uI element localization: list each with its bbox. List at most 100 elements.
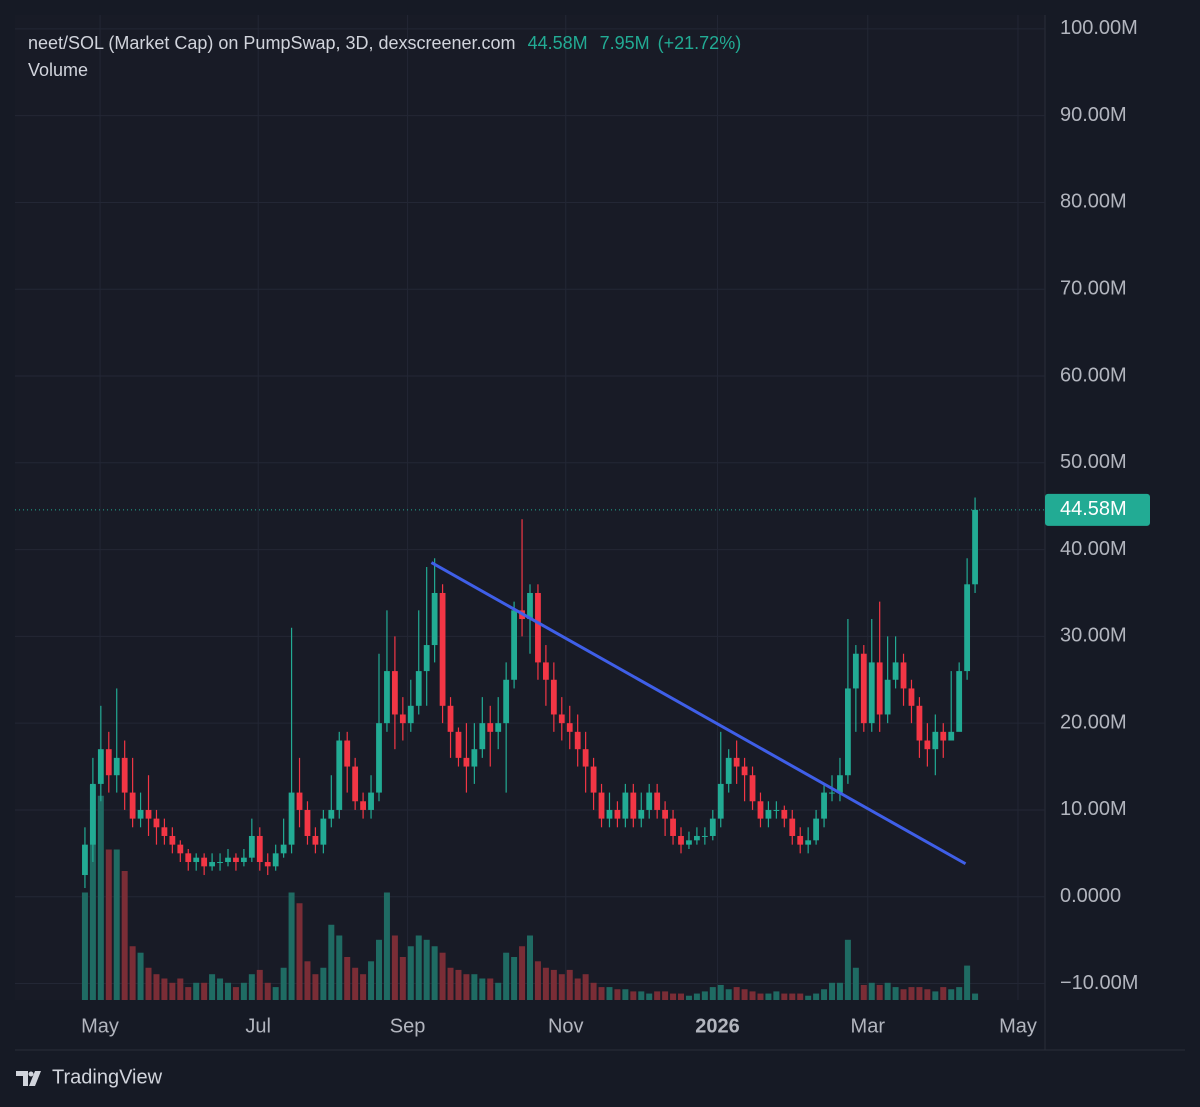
candle-body xyxy=(527,592,533,620)
y-tick-label: 100.00M xyxy=(1060,17,1138,39)
candle-body xyxy=(89,783,96,845)
logo-icon xyxy=(28,1071,34,1077)
volume-bar xyxy=(797,993,804,1000)
candle-body xyxy=(376,723,382,793)
header-value: (+21.72%) xyxy=(658,33,742,53)
volume-bar xyxy=(399,957,406,1000)
plot-layer xyxy=(15,15,1045,1000)
volume-bar xyxy=(829,982,836,1000)
volume-bar xyxy=(145,967,152,1000)
y-tick-label: 20.00M xyxy=(1060,711,1127,733)
candle-body xyxy=(900,662,907,689)
x-tick-label: May xyxy=(999,1015,1037,1037)
candle-body xyxy=(535,592,541,663)
volume-bar xyxy=(550,969,557,1000)
candle-body xyxy=(582,749,589,767)
candle-body xyxy=(765,809,772,819)
volume-bar xyxy=(908,987,915,1000)
volume-bar xyxy=(534,961,541,1000)
volume-bar xyxy=(495,982,502,1000)
x-tick-label: 2026 xyxy=(695,1015,740,1037)
candle-body xyxy=(344,740,351,767)
candle-body xyxy=(495,723,502,732)
candle-body xyxy=(145,809,152,819)
candle-body xyxy=(749,775,756,802)
candle-body xyxy=(598,792,605,819)
volume-bar xyxy=(662,991,669,1000)
candle-body xyxy=(892,662,899,680)
candle-body xyxy=(908,688,915,706)
candle-body xyxy=(868,662,875,724)
candle-body xyxy=(614,809,621,819)
volume-bar xyxy=(693,993,700,1000)
candle-body xyxy=(638,809,645,819)
volume-bar xyxy=(248,974,255,1000)
volume-bar xyxy=(328,924,335,1000)
candle-body xyxy=(717,783,724,819)
volume-bar xyxy=(177,978,184,1000)
header-value: 44.58M xyxy=(528,33,588,53)
volume-bar xyxy=(956,987,963,1000)
candle-body xyxy=(701,835,708,837)
volume-bar xyxy=(932,991,939,1000)
volume-bar xyxy=(972,993,979,1000)
candle-body xyxy=(670,818,676,836)
volume-bar xyxy=(431,946,438,1000)
candle-body xyxy=(693,835,700,841)
candle-body xyxy=(153,818,160,828)
candle-body xyxy=(368,792,374,810)
candle-body xyxy=(391,671,398,715)
candle-body xyxy=(964,584,971,672)
chart-title: neet/SOL (Market Cap) on PumpSwap, 3D, d… xyxy=(28,33,516,53)
volume-bar xyxy=(320,967,327,1000)
trendline xyxy=(430,561,967,866)
candle-body xyxy=(876,662,883,715)
volume-bar xyxy=(860,984,867,1000)
candle-body xyxy=(399,714,406,724)
candle-body xyxy=(415,671,422,706)
volume-bar xyxy=(185,987,192,1000)
volume-bar xyxy=(368,961,375,1000)
candle-body xyxy=(757,801,764,819)
volume-bar xyxy=(678,993,685,1000)
volume-bar xyxy=(304,961,311,1000)
volume-bar xyxy=(264,982,271,1000)
x-tick-label: Mar xyxy=(851,1015,886,1037)
volume-bar xyxy=(566,969,573,1000)
volume-bar xyxy=(741,989,748,1000)
candle-body xyxy=(542,662,549,680)
candle-body xyxy=(574,731,581,750)
candle-body xyxy=(479,723,486,750)
candle-body xyxy=(924,740,931,750)
volume-bar xyxy=(129,946,136,1000)
candle-body xyxy=(773,809,780,811)
volume-bar xyxy=(701,991,708,1000)
candle-body xyxy=(709,818,716,836)
volume-bar xyxy=(884,982,891,1000)
candle-body xyxy=(972,509,978,585)
volume-bar xyxy=(614,989,621,1000)
volume-bar xyxy=(725,989,732,1000)
volume-bar xyxy=(89,785,96,1000)
candle-body xyxy=(256,835,263,863)
y-tick-label: 90.00M xyxy=(1060,104,1127,126)
watermark: TradingView xyxy=(52,1066,163,1088)
candle-body xyxy=(646,792,653,810)
volume-bar xyxy=(717,984,724,1000)
candle-body xyxy=(725,757,732,784)
candle-body xyxy=(821,792,827,819)
logo-icon xyxy=(16,1071,41,1086)
candle-body xyxy=(550,679,557,715)
candle-body xyxy=(455,731,462,758)
candle-body xyxy=(813,818,820,841)
candle-body xyxy=(137,809,144,819)
volume-bar xyxy=(455,969,462,1000)
volume-bar xyxy=(217,978,224,1000)
volume-bar xyxy=(964,965,971,1000)
volume-bar xyxy=(113,849,120,1000)
volume-bar xyxy=(352,967,359,1000)
volume-label: Volume xyxy=(28,60,88,80)
volume-bar xyxy=(161,978,168,1000)
volume-bar xyxy=(312,974,319,1000)
y-tick-label: 50.00M xyxy=(1060,451,1127,473)
